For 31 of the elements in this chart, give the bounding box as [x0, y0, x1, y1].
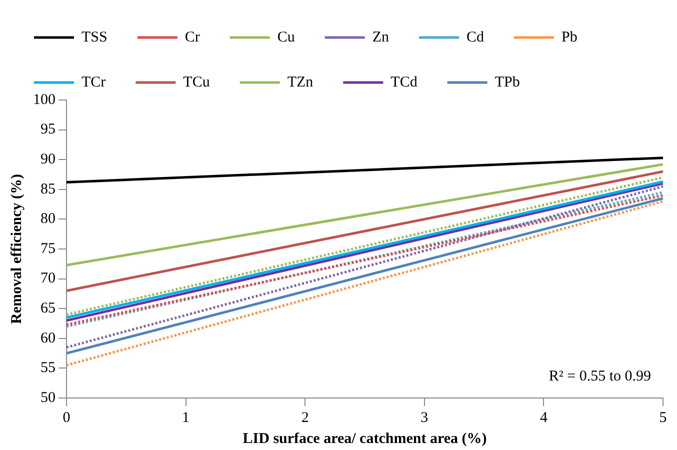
x-tick-label: 3 [420, 410, 428, 426]
x-tick-label: 1 [182, 410, 190, 426]
legend-label: TSS [82, 29, 108, 46]
y-tick-label: 75 [40, 240, 56, 257]
x-tick-label: 4 [540, 410, 548, 426]
y-tick-label: 60 [40, 330, 56, 346]
legend-label: Cu [277, 29, 296, 46]
y-tick-label: 65 [40, 300, 56, 317]
x-tick-label: 0 [62, 410, 70, 426]
y-tick-label: 85 [40, 181, 56, 198]
legend-label: TCd [390, 74, 418, 90]
x-tick-label: 2 [301, 410, 309, 426]
legend-label: TCu [183, 74, 210, 90]
legend-label: TZn [287, 74, 314, 90]
legend-label: TPb [494, 74, 520, 90]
annotation: R² = 0.55 to 0.99 [548, 368, 651, 384]
legend-label: TCr [82, 74, 106, 90]
y-tick-label: 80 [40, 211, 56, 228]
legend-label: Cd [466, 29, 485, 46]
y-tick-label: 95 [40, 122, 56, 138]
y-axis-title: Removal efficiency (%) [8, 174, 25, 324]
y-tick-label: 100 [33, 92, 56, 108]
legend-label: Cr [184, 29, 200, 46]
x-tick-label: 5 [659, 410, 667, 426]
x-axis-title: LID surface area/ catchment area (%) [242, 430, 487, 447]
y-tick-label: 55 [40, 360, 56, 376]
legend-label: Pb [562, 29, 578, 46]
y-tick-label: 90 [40, 152, 56, 168]
y-tick-label: 70 [40, 270, 56, 287]
y-tick-label: 50 [40, 390, 56, 406]
legend-label: Zn [372, 29, 390, 46]
